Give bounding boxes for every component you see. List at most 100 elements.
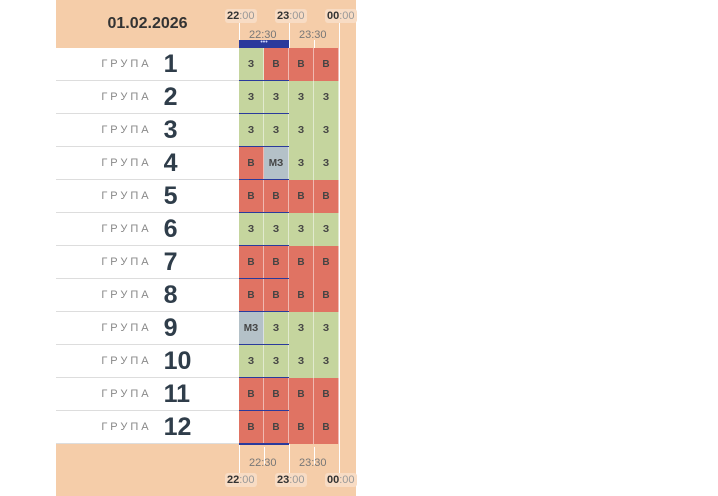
group-number: 4 xyxy=(163,148,178,177)
schedule-cell[interactable]: З xyxy=(264,81,289,114)
schedule-cell[interactable]: З xyxy=(239,48,264,81)
hour-tick: 23:00 xyxy=(275,9,307,23)
half-hour-label: 22:30 xyxy=(249,457,277,469)
schedule-cell[interactable]: В xyxy=(239,378,264,411)
schedule-cell[interactable]: В xyxy=(314,378,339,411)
half-hour-gridline xyxy=(264,447,265,465)
schedule-cell[interactable]: В xyxy=(314,411,339,444)
group-row: ГРУПА 1 З В В В xyxy=(56,48,356,82)
schedule-cell[interactable]: В xyxy=(314,279,339,312)
group-label[interactable]: ГРУПА 3 xyxy=(56,114,239,147)
schedule-cell[interactable]: В xyxy=(264,279,289,312)
schedule-cell[interactable]: З xyxy=(289,312,314,345)
current-period-bar[interactable]: ••• xyxy=(239,39,289,48)
schedule-cell[interactable]: З xyxy=(239,114,264,147)
group-word: ГРУПА xyxy=(101,223,152,235)
group-row: ГРУПА 3 З З З З xyxy=(56,114,356,148)
schedule-cell[interactable]: В xyxy=(289,180,314,213)
group-label[interactable]: ГРУПА 4 xyxy=(56,147,239,180)
group-word: ГРУПА xyxy=(101,256,152,268)
group-label[interactable]: ГРУПА 5 xyxy=(56,180,239,213)
date-label: 01.02.2026 xyxy=(107,15,188,32)
schedule-cell[interactable]: В xyxy=(314,246,339,279)
group-label[interactable]: ГРУПА 6 xyxy=(56,213,239,246)
schedule-cell[interactable]: В xyxy=(239,180,264,213)
group-number: 12 xyxy=(163,412,192,441)
schedule-cell[interactable]: З xyxy=(289,345,314,378)
group-row: ГРУПА 2 З З З З xyxy=(56,81,356,115)
schedule-cell[interactable]: В xyxy=(239,279,264,312)
group-label[interactable]: ГРУПА 10 xyxy=(56,345,239,378)
half-hour-label: 23:30 xyxy=(299,29,327,41)
group-word: ГРУПА xyxy=(101,91,152,103)
schedule-cell[interactable]: В xyxy=(239,147,264,180)
group-word: ГРУПА xyxy=(101,190,152,202)
group-label[interactable]: ГРУПА 7 xyxy=(56,246,239,279)
group-row: ГРУПА 9 МЗ З З З xyxy=(56,312,356,346)
group-label[interactable]: ГРУПА 11 xyxy=(56,378,239,411)
schedule-board: 01.02.2026 22:00 23:00 00:00 22:00 23:00 00:0… xyxy=(56,0,357,496)
schedule-cell[interactable]: З xyxy=(289,81,314,114)
hour-tick: 23:00 xyxy=(275,473,307,487)
schedule-cell[interactable]: В xyxy=(314,180,339,213)
schedule-cell[interactable]: В xyxy=(289,411,314,444)
group-row: ГРУПА 10 З З З З xyxy=(56,345,356,379)
hour-tick: 22:00 xyxy=(225,9,257,23)
schedule-cell[interactable]: В xyxy=(289,279,314,312)
group-number: 1 xyxy=(163,49,178,78)
schedule-cell[interactable]: З xyxy=(264,114,289,147)
schedule-cell[interactable]: В xyxy=(239,246,264,279)
schedule-cell[interactable]: В xyxy=(264,48,289,81)
schedule-cell[interactable]: З xyxy=(314,345,339,378)
schedule-cell[interactable]: З xyxy=(314,114,339,147)
schedule-cell[interactable]: З xyxy=(314,312,339,345)
schedule-cell[interactable]: З xyxy=(289,213,314,246)
schedule-cell[interactable]: З xyxy=(289,114,314,147)
group-label[interactable]: ГРУПА 12 xyxy=(56,411,239,444)
schedule-cell[interactable]: З xyxy=(314,213,339,246)
schedule-cell[interactable]: В xyxy=(264,378,289,411)
schedule-cell[interactable]: З xyxy=(314,81,339,114)
group-number: 5 xyxy=(163,181,178,210)
group-word: ГРУПА xyxy=(101,124,152,136)
schedule-cell[interactable]: З xyxy=(264,312,289,345)
group-label[interactable]: ГРУПА 8 xyxy=(56,279,239,312)
hour-tick: 00:00 xyxy=(325,9,357,23)
group-number: 8 xyxy=(163,280,178,309)
group-label[interactable]: ГРУПА 2 xyxy=(56,81,239,114)
schedule-cell[interactable]: МЗ xyxy=(239,312,264,345)
hour-tick: 22:00 xyxy=(225,473,257,487)
group-row: ГРУПА 8 В В В В xyxy=(56,279,356,313)
schedule-cell[interactable]: В xyxy=(289,48,314,81)
group-word: ГРУПА xyxy=(101,58,152,70)
schedule-cell[interactable]: З xyxy=(239,345,264,378)
schedule-cell[interactable]: З xyxy=(239,213,264,246)
group-number: 6 xyxy=(163,214,178,243)
half-hour-gridline xyxy=(314,447,315,465)
group-word: ГРУПА xyxy=(101,157,152,169)
group-label[interactable]: ГРУПА 1 xyxy=(56,48,239,81)
schedule-cell[interactable]: В xyxy=(289,378,314,411)
schedule-cell[interactable]: В xyxy=(289,246,314,279)
schedule-cell[interactable]: З xyxy=(264,345,289,378)
schedule-cell[interactable]: З xyxy=(314,147,339,180)
group-number: 10 xyxy=(163,346,192,375)
group-label[interactable]: ГРУПА 9 xyxy=(56,312,239,345)
group-row: ГРУПА 12 В В В В xyxy=(56,411,356,445)
group-row: ГРУПА 11 В В В В xyxy=(56,378,356,412)
group-row: ГРУПА 5 В В В В xyxy=(56,180,356,214)
schedule-cell[interactable]: В xyxy=(264,411,289,444)
schedule-cell[interactable]: МЗ xyxy=(264,147,289,180)
group-word: ГРУПА xyxy=(101,355,152,367)
hour-gridline xyxy=(339,18,340,478)
schedule-cell[interactable]: З xyxy=(264,213,289,246)
schedule-cell[interactable]: В xyxy=(314,48,339,81)
schedule-cell[interactable]: З xyxy=(289,147,314,180)
schedule-cell[interactable]: В xyxy=(239,411,264,444)
schedule-cell[interactable]: В xyxy=(264,246,289,279)
schedule-cell[interactable]: В xyxy=(264,180,289,213)
group-word: ГРУПА xyxy=(101,322,152,334)
group-row: ГРУПА 6 З З З З xyxy=(56,213,356,247)
hour-tick: 00:00 xyxy=(325,473,357,487)
schedule-cell[interactable]: З xyxy=(239,81,264,114)
